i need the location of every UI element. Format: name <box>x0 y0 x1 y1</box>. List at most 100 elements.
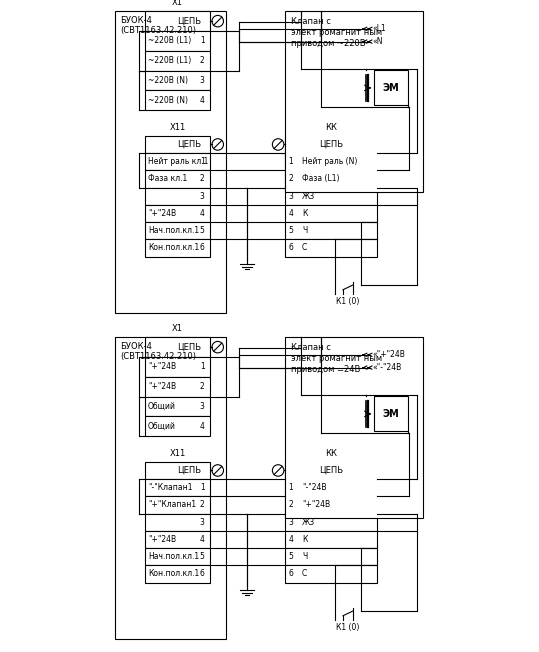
Bar <box>286 153 377 170</box>
Bar <box>145 188 210 205</box>
Bar <box>145 479 210 496</box>
Text: 3: 3 <box>289 192 294 201</box>
Text: БУОК-4
(СВТ1163.42.210): БУОК-4 (СВТ1163.42.210) <box>120 342 196 361</box>
Text: «"-"24В: «"-"24В <box>372 363 402 372</box>
Bar <box>145 462 210 479</box>
Text: Общий: Общий <box>148 402 176 411</box>
Text: Ч: Ч <box>302 552 307 561</box>
Text: Клапан с
элект ромагнит ным
приводом ~220В: Клапан с элект ромагнит ным приводом ~22… <box>291 17 382 48</box>
Text: 3: 3 <box>289 518 294 527</box>
Text: 3: 3 <box>200 402 205 411</box>
Text: 1: 1 <box>200 37 205 46</box>
Text: 4: 4 <box>289 209 294 218</box>
Text: 4: 4 <box>200 209 205 218</box>
Bar <box>145 31 210 51</box>
Bar <box>145 548 210 565</box>
Bar <box>145 337 210 357</box>
Text: «"+"24В: «"+"24В <box>372 350 405 359</box>
Text: Нач.пол.кл.1: Нач.пол.кл.1 <box>148 226 199 235</box>
Bar <box>145 417 210 436</box>
Text: ~220В (L1): ~220В (L1) <box>148 37 191 46</box>
Bar <box>286 136 377 153</box>
Text: ЦЕПЬ: ЦЕПЬ <box>177 140 201 149</box>
Text: 1: 1 <box>200 157 205 166</box>
Text: КК: КК <box>325 449 337 458</box>
Text: ЦЕПЬ: ЦЕПЬ <box>177 17 201 25</box>
Bar <box>286 514 377 531</box>
Text: Х1: Х1 <box>172 0 183 7</box>
Text: К1 (0): К1 (0) <box>336 297 360 306</box>
Text: 1: 1 <box>289 157 293 166</box>
Text: Кон.пол.кл.1: Кон.пол.кл.1 <box>148 243 199 252</box>
Text: 6: 6 <box>200 569 205 578</box>
Text: 6: 6 <box>200 243 205 252</box>
Text: 3: 3 <box>200 192 205 201</box>
Bar <box>145 70 210 91</box>
Bar <box>286 462 377 479</box>
Text: "+"24В: "+"24В <box>148 382 176 391</box>
Bar <box>145 153 210 170</box>
Bar <box>286 496 377 514</box>
Bar <box>145 514 210 531</box>
Text: "+"Клапан1: "+"Клапан1 <box>148 501 196 509</box>
Bar <box>286 479 377 496</box>
Text: ЖЗ: ЖЗ <box>302 518 315 527</box>
Text: ЦЕПЬ: ЦЕПЬ <box>177 466 201 475</box>
Text: ЖЗ: ЖЗ <box>302 192 315 201</box>
Text: С: С <box>302 243 307 252</box>
Text: 5: 5 <box>200 552 205 561</box>
Text: 5: 5 <box>289 226 294 235</box>
Text: Ч: Ч <box>302 226 307 235</box>
Bar <box>145 11 210 31</box>
Bar <box>286 11 423 192</box>
Text: «N: «N <box>372 37 383 46</box>
Bar <box>286 565 377 583</box>
Bar <box>145 396 210 417</box>
Bar <box>374 396 407 432</box>
Bar <box>145 357 210 377</box>
Text: ЦЕПЬ: ЦЕПЬ <box>177 343 201 351</box>
Text: Нач.пол.кл.1: Нач.пол.кл.1 <box>148 552 199 561</box>
Text: ЦЕПЬ: ЦЕПЬ <box>319 140 343 149</box>
Bar <box>145 565 210 583</box>
Text: "+"24В: "+"24В <box>148 535 176 544</box>
Text: ЭМ: ЭМ <box>383 83 399 93</box>
Text: ~220В (N): ~220В (N) <box>148 96 188 105</box>
Text: Кон.пол.кл.1: Кон.пол.кл.1 <box>148 569 199 578</box>
Text: 2: 2 <box>289 501 293 509</box>
Text: 3: 3 <box>200 76 205 85</box>
Text: Х11: Х11 <box>170 123 186 132</box>
Text: С: С <box>302 569 307 578</box>
Text: "+"24В: "+"24В <box>148 363 176 372</box>
Text: "+"24В: "+"24В <box>148 209 176 218</box>
Text: 4: 4 <box>200 96 205 105</box>
Text: "-"Клапан1: "-"Клапан1 <box>148 483 192 492</box>
Bar <box>145 51 210 70</box>
Text: 5: 5 <box>289 552 294 561</box>
Bar <box>286 548 377 565</box>
Text: К1 (0): К1 (0) <box>336 623 360 632</box>
Text: 2: 2 <box>200 56 205 65</box>
Text: К: К <box>302 209 307 218</box>
Bar <box>145 222 210 239</box>
Bar <box>286 239 377 257</box>
Text: ~220В (L1): ~220В (L1) <box>148 56 191 65</box>
Bar <box>145 91 210 110</box>
Text: 2: 2 <box>200 175 205 183</box>
Bar <box>286 205 377 222</box>
Text: "-"24В: "-"24В <box>302 483 327 492</box>
Text: КК: КК <box>325 123 337 132</box>
Text: 3: 3 <box>200 518 205 527</box>
Bar <box>286 531 377 548</box>
Text: 1: 1 <box>200 363 205 372</box>
Text: 4: 4 <box>200 535 205 544</box>
Bar <box>286 337 423 518</box>
Text: 1: 1 <box>200 483 205 492</box>
Text: Фаза кл.1: Фаза кл.1 <box>148 175 188 183</box>
Text: «L1: «L1 <box>372 24 386 33</box>
Text: 4: 4 <box>200 422 205 431</box>
Text: ~220В (N): ~220В (N) <box>148 76 188 85</box>
Text: К: К <box>302 535 307 544</box>
Text: Общий: Общий <box>148 422 176 431</box>
Bar <box>115 11 226 313</box>
